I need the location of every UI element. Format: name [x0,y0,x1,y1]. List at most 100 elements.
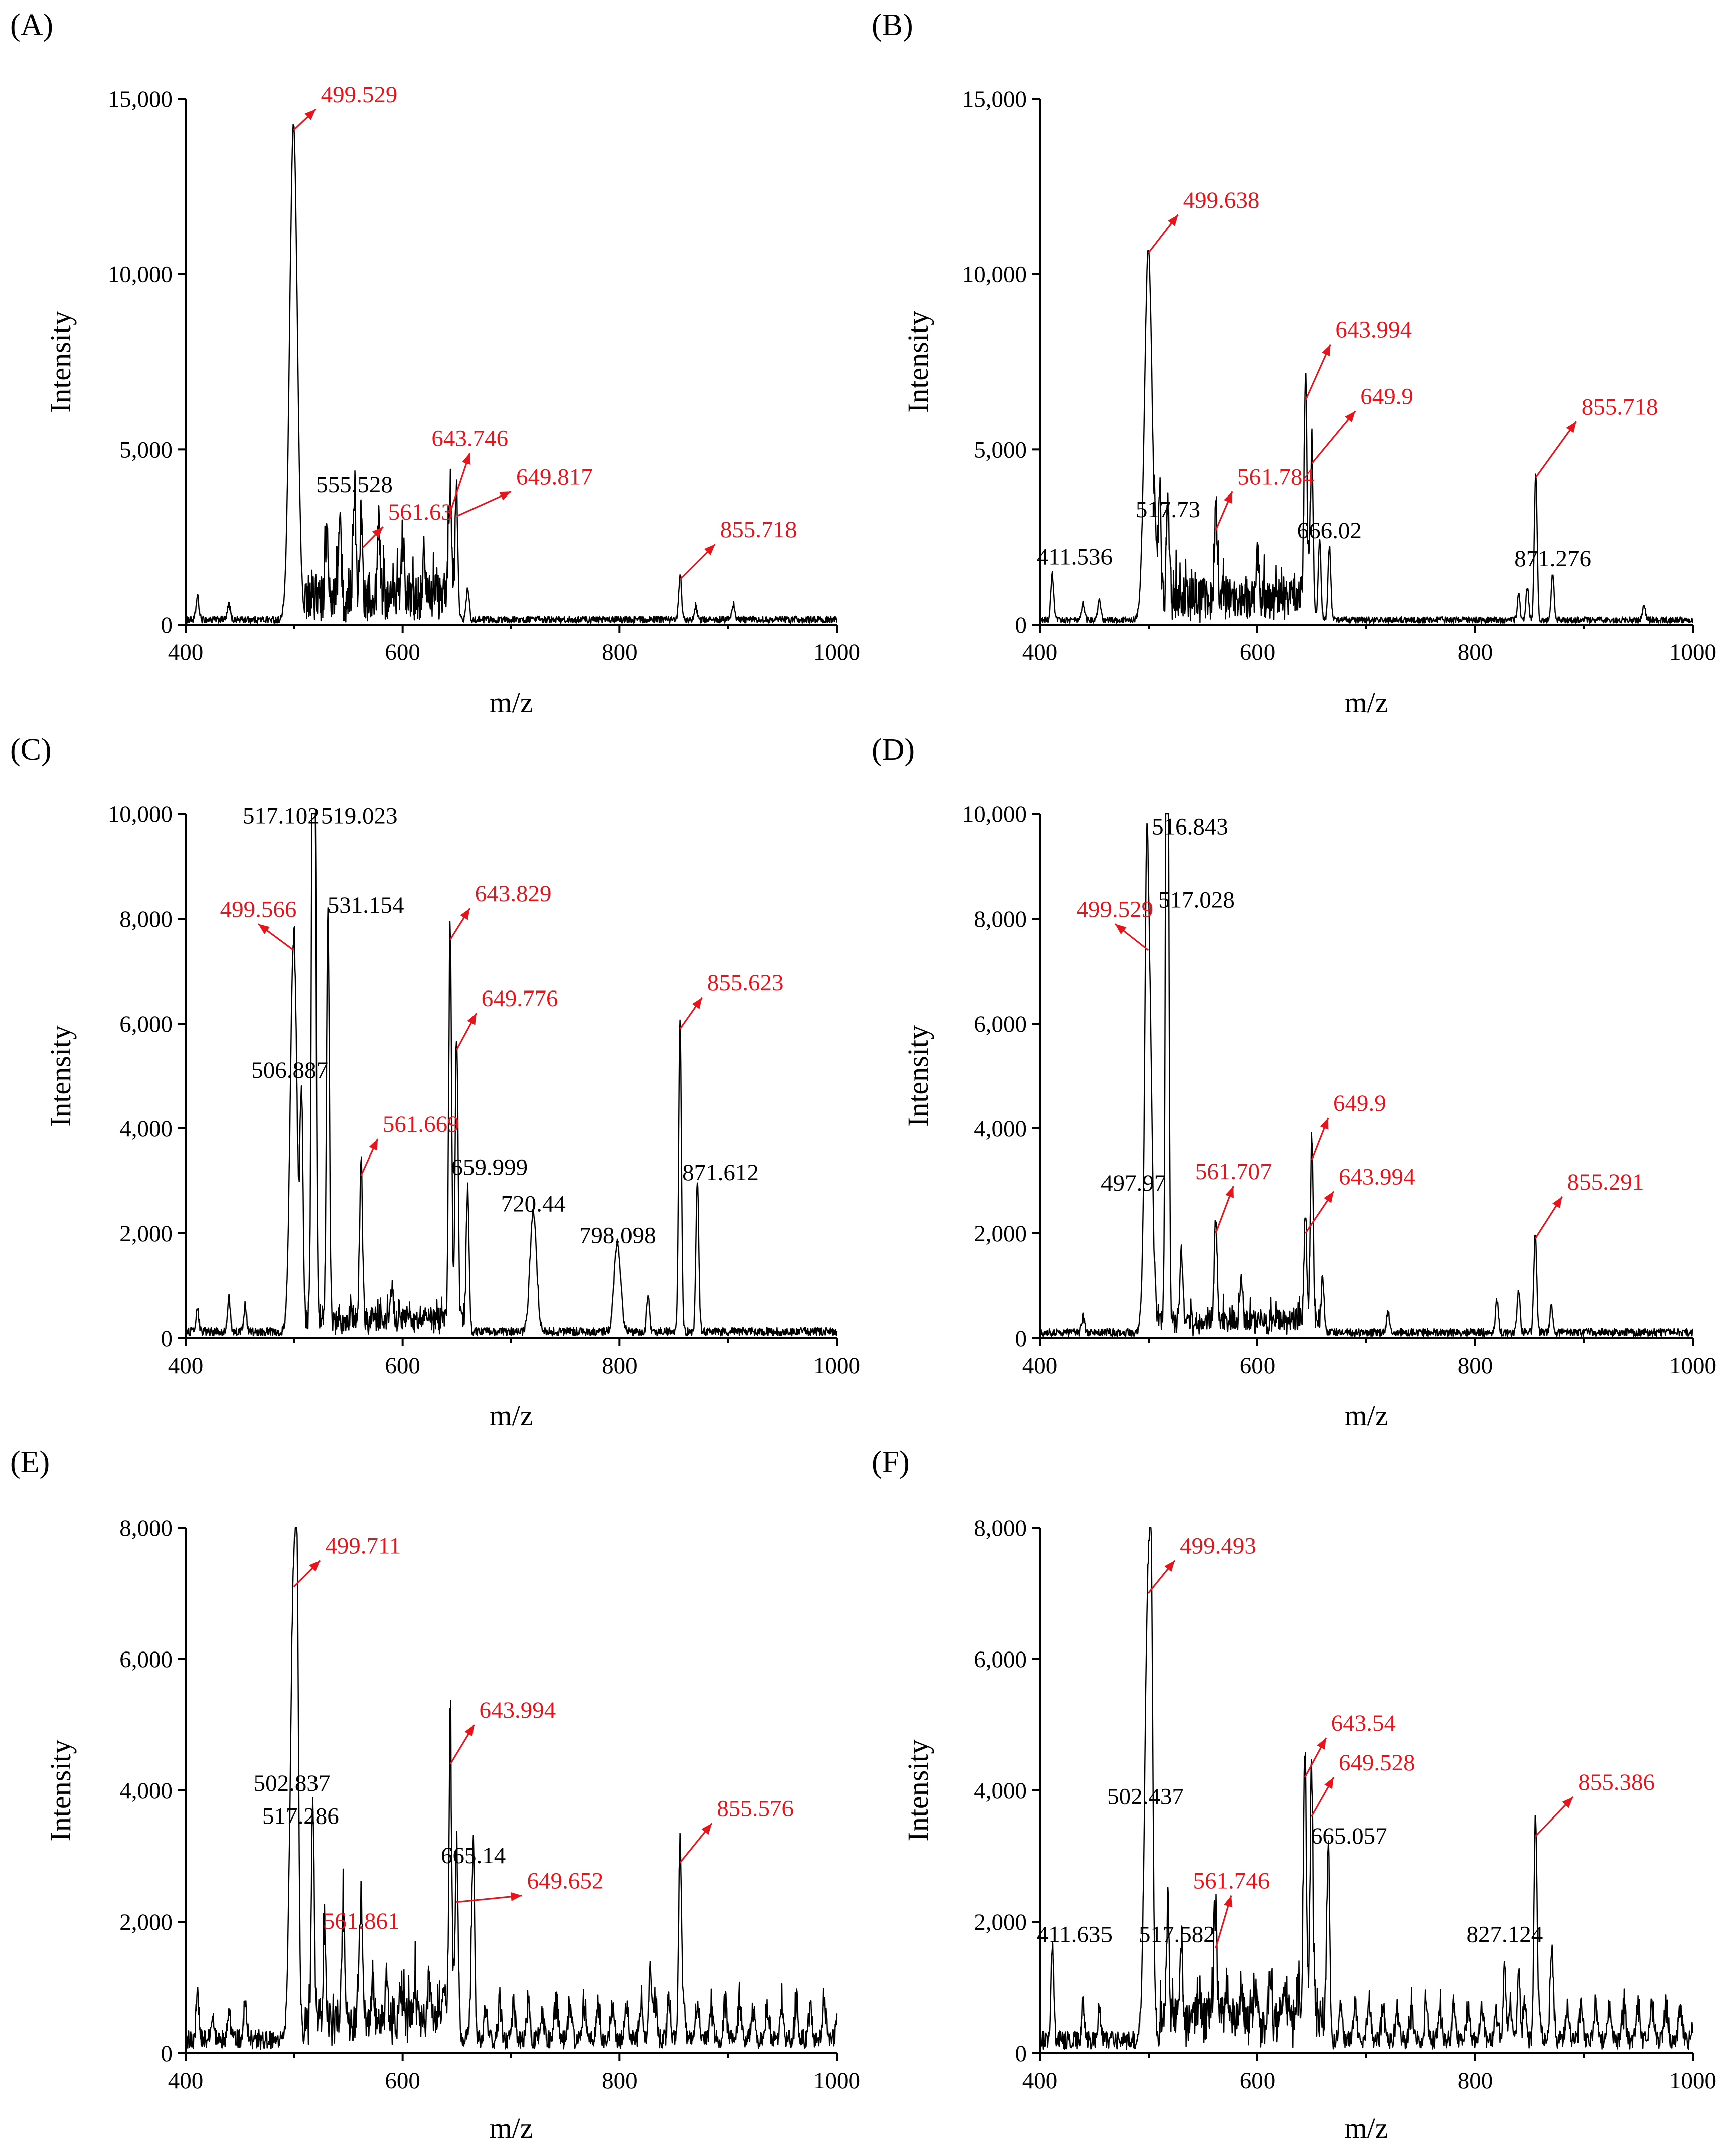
y-tick-label: 0 [161,2041,173,2067]
y-tick-label: 10,000 [962,262,1027,288]
annotation-arrowhead [1320,1118,1329,1130]
x-axis-title: m/z [1345,2112,1388,2144]
x-tick-label: 400 [1022,639,1058,666]
peak-annotation: 499.711 [325,1533,401,1559]
spectrum-trace [1039,250,1694,624]
chart-panel-b: (B) 400 600 800 1000 0 5,000 10,000 15,000 m/z Int… [872,8,1716,719]
x-axis-title: m/z [490,1399,533,1432]
annotation-arrowhead [1324,1191,1334,1203]
annotation-arrowhead [1324,1777,1334,1789]
peak-annotation: 517.286 [262,1803,339,1830]
y-axis-title: Intensity [902,1740,934,1842]
peak-annotation: 555.528 [316,472,393,498]
x-tick-label: 1000 [1669,2068,1716,2094]
peak-annotation: 855.386 [1578,1769,1655,1795]
annotation-arrowhead [692,997,702,1009]
x-tick-label: 800 [1458,1353,1493,1379]
panel-label: (E) [10,1445,50,1479]
peak-annotation: 666.02 [1297,518,1362,544]
y-tick-label: 4,000 [974,1116,1027,1142]
annotation-arrowhead [1225,1186,1234,1198]
peak-annotation: 649.9 [1360,383,1413,409]
x-tick-label: 600 [1240,639,1276,666]
y-tick-label: 0 [1015,612,1027,638]
y-tick-label: 10,000 [962,801,1027,828]
y-axis-title: Intensity [44,1740,77,1842]
peak-annotation: 643.829 [475,881,552,907]
annotation-arrowhead [460,908,470,920]
annotation-arrowhead [1224,491,1233,504]
peak-annotation: 643.54 [1331,1710,1396,1736]
peak-annotation: 561.707 [1195,1159,1272,1185]
peak-annotation: 561.669 [383,1111,459,1137]
peak-annotation: 855.718 [1582,394,1658,420]
annotation-arrowhead [304,109,316,120]
y-axis-title: Intensity [902,311,934,413]
peak-annotation: 649.9 [1333,1090,1386,1116]
chart-panel-d: (D) 400 600 800 1000 0 2,000 4,000 6,000 8,000 10,… [872,733,1716,1432]
x-tick-label: 1000 [1669,1353,1716,1379]
x-tick-label: 1000 [813,1353,860,1379]
peak-annotation: 502.837 [254,1770,331,1796]
x-tick-label: 800 [602,1353,638,1379]
y-tick-label: 8,000 [974,906,1027,932]
peak-annotation: 497.97 [1101,1170,1166,1196]
chart-panel-a: (A) 400 600 800 1000 0 5,000 10,000 15,000 m/z Int… [10,8,860,719]
peak-annotation: 561.746 [1193,1868,1270,1894]
annotation-arrowhead [309,1560,321,1572]
peak-annotation: 506.887 [251,1057,328,1083]
x-tick-label: 1000 [1669,639,1716,666]
x-axis-title: m/z [1345,686,1388,719]
y-tick-label: 10,000 [108,262,173,288]
peak-annotation: 665.14 [441,1843,506,1869]
spectrum-trace [1039,1527,1694,2050]
peak-annotation: 643.994 [1339,1164,1415,1190]
y-tick-label: 5,000 [119,437,173,463]
annotation-arrow [1535,421,1577,478]
x-tick-label: 1000 [813,639,860,666]
y-tick-label: 6,000 [119,1646,173,1673]
annotation-arrowhead [701,1823,712,1835]
peak-annotation: 649.528 [1339,1750,1415,1776]
annotation-arrowhead [1317,1738,1326,1750]
peak-annotation: 561.63 [388,499,453,525]
peak-annotation: 798.098 [579,1222,656,1248]
peak-annotation: 855.623 [707,970,784,996]
y-tick-label: 6,000 [974,1646,1027,1673]
peak-annotation: 517.028 [1158,887,1235,913]
peak-annotation: 561.784 [1237,464,1314,490]
annotation-arrowhead [704,544,715,556]
peak-annotation: 649.776 [482,985,558,1012]
y-tick-label: 8,000 [974,1515,1027,1541]
spectrum-trace [1039,813,1694,1337]
y-tick-label: 5,000 [974,437,1027,463]
peak-annotation: 659.999 [451,1154,528,1181]
peak-annotation: 499.566 [220,896,297,922]
x-tick-label: 400 [1022,1353,1058,1379]
annotation-arrowhead [1552,1196,1562,1209]
annotation-arrowhead [1345,411,1356,423]
y-tick-label: 0 [161,1326,173,1352]
panel-label: (A) [10,8,53,42]
peak-annotation: 561.861 [323,1908,400,1934]
x-tick-label: 800 [1458,2068,1493,2094]
annotation-arrowhead [510,1892,522,1901]
peak-annotation: 499.493 [1180,1533,1256,1559]
annotation-arrowhead [258,924,270,934]
annotation-arrowhead [464,1725,475,1737]
panel-label: (D) [872,733,915,767]
y-tick-label: 10,000 [108,801,173,828]
annotation-arrowhead [1562,1797,1573,1808]
x-tick-label: 800 [602,2068,638,2094]
annotation-arrowhead [1224,1895,1233,1908]
spectrum-trace [185,1527,838,2050]
spectrum-trace [185,813,838,1337]
annotation-arrowhead [372,527,383,538]
y-tick-label: 8,000 [119,906,173,932]
y-axis-title: Intensity [44,311,77,413]
peak-annotation: 649.817 [516,464,593,490]
annotation-arrowhead [462,453,471,465]
x-tick-label: 600 [385,639,420,666]
annotation-arrowhead [1566,421,1576,433]
